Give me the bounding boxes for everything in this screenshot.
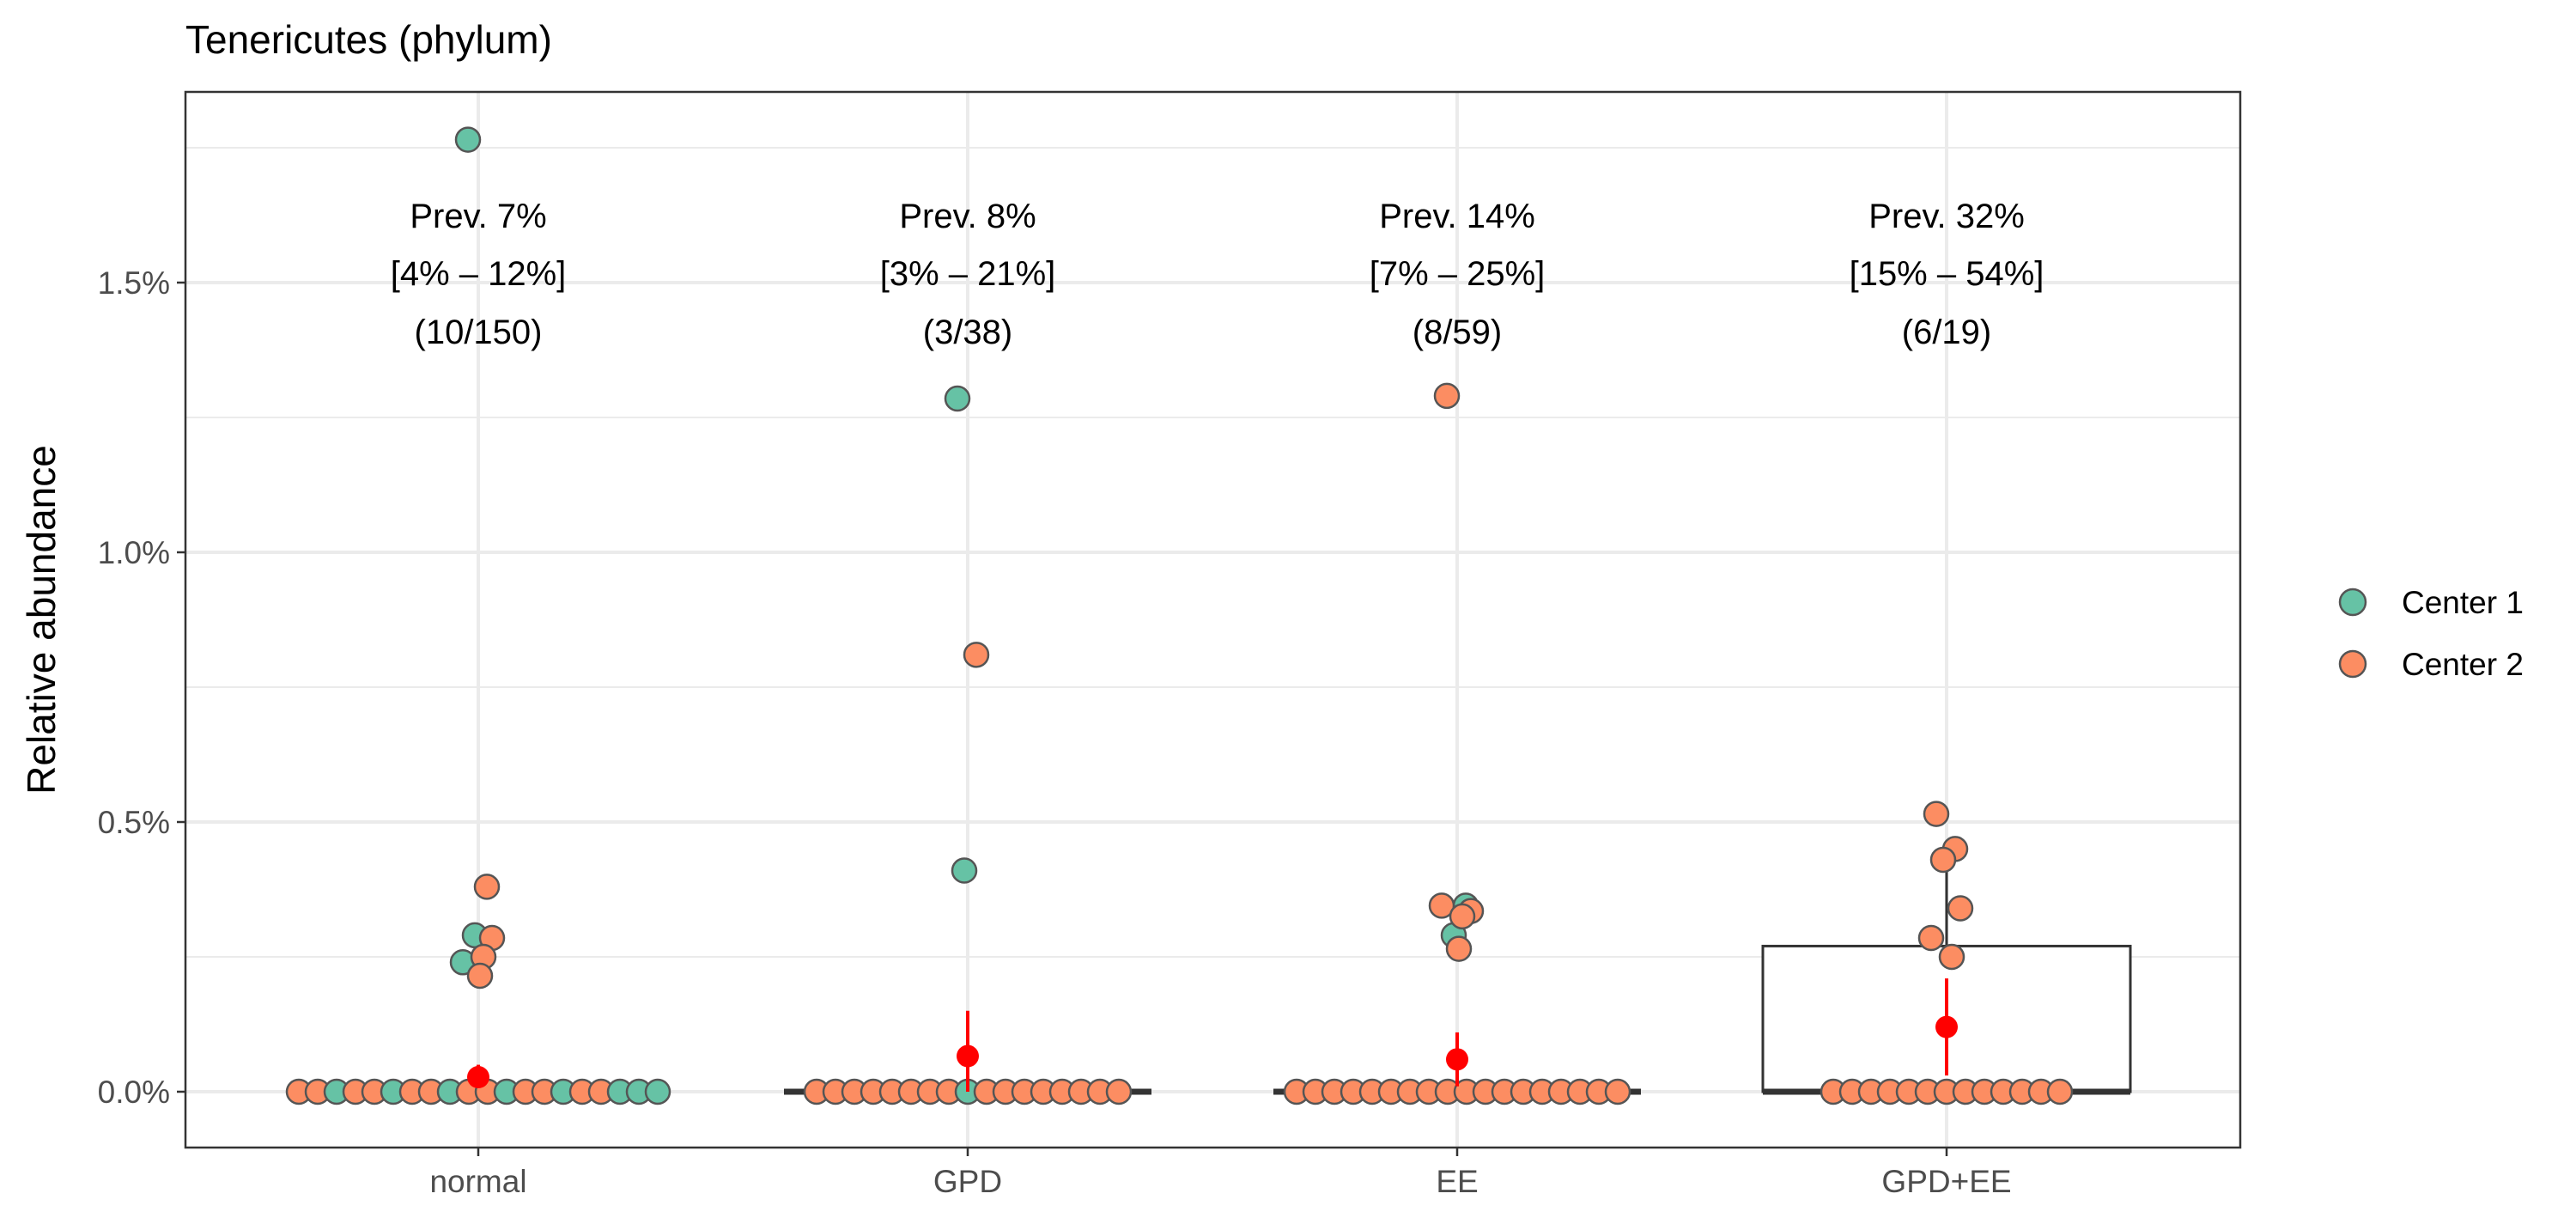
y-tick-label: 1.0% [98,535,170,570]
mean-point [467,1066,489,1089]
plot-panel-border [184,90,2242,1149]
data-point-zero [2046,1078,2074,1105]
mean-point [1446,1048,1468,1071]
data-point [1938,943,1965,971]
data-point [1449,903,1476,930]
data-point-zero [1105,1078,1133,1105]
mean-point [1935,1015,1958,1038]
grid-lines [185,92,2240,1148]
legend-label: Center 1 [2402,585,2524,620]
annotation-layer: Prev. 7% [4% – 12%] (10/150) Prev. 8% [3% – … [391,198,2044,351]
x-tick-label: EE [1436,1164,1478,1199]
data-point [1428,892,1455,919]
data-point [944,385,971,412]
data-point [473,874,501,900]
prevalence-annotation: (8/59) [1413,314,1503,351]
prevalence-annotation: [7% – 25%] [1370,255,1546,293]
y-tick-label: 0.0% [98,1075,170,1110]
prevalence-annotation: [4% – 12%] [391,255,567,293]
data-point [1445,935,1473,962]
data-point-zero [1604,1078,1631,1105]
prevalence-annotation: Prev. 8% [899,198,1036,235]
data-point [466,962,494,990]
prevalence-annotation: (3/38) [923,314,1013,351]
legend-key [2338,588,2367,617]
x-tick-label: GPD+EE [1881,1164,2011,1199]
prevalence-annotation: [15% – 54%] [1850,255,2044,293]
prevalence-annotation: Prev. 32% [1868,198,2025,235]
data-point [1917,924,1945,952]
y-axis: 0.0% 0.5% 1.0% 1.5% [98,265,185,1110]
data-point-zero [644,1078,671,1105]
mean-layer [467,978,1958,1092]
data-point [1947,895,1974,922]
data-point [963,642,990,668]
x-axis: normal GPD EE GPD+EE [429,1148,2012,1199]
data-point [1923,801,1950,827]
y-tick-label: 0.5% [98,805,170,840]
prevalence-annotation: Prev. 14% [1379,198,1535,235]
x-tick-label: normal [429,1164,526,1199]
legend-key [2338,649,2367,679]
prevalence-annotation: (6/19) [1902,314,1992,351]
chart-title: Tenericutes (phylum) [185,17,552,62]
prevalence-annotation: Prev. 7% [410,198,546,235]
data-point [1929,846,1957,874]
y-tick-label: 1.5% [98,265,170,301]
mean-point [957,1044,979,1068]
prevalence-annotation: [3% – 21%] [880,255,1056,293]
data-point [951,857,978,884]
data-point [454,126,482,153]
data-point [1433,382,1461,410]
prevalence-annotation: (10/150) [415,314,543,351]
legend-label: Center 2 [2402,647,2524,682]
x-tick-label: GPD [933,1164,1002,1199]
point-layer [285,126,2074,1105]
y-axis-title: Relative abundance [19,445,64,795]
legend: Center 1 Center 2 [2338,585,2524,682]
